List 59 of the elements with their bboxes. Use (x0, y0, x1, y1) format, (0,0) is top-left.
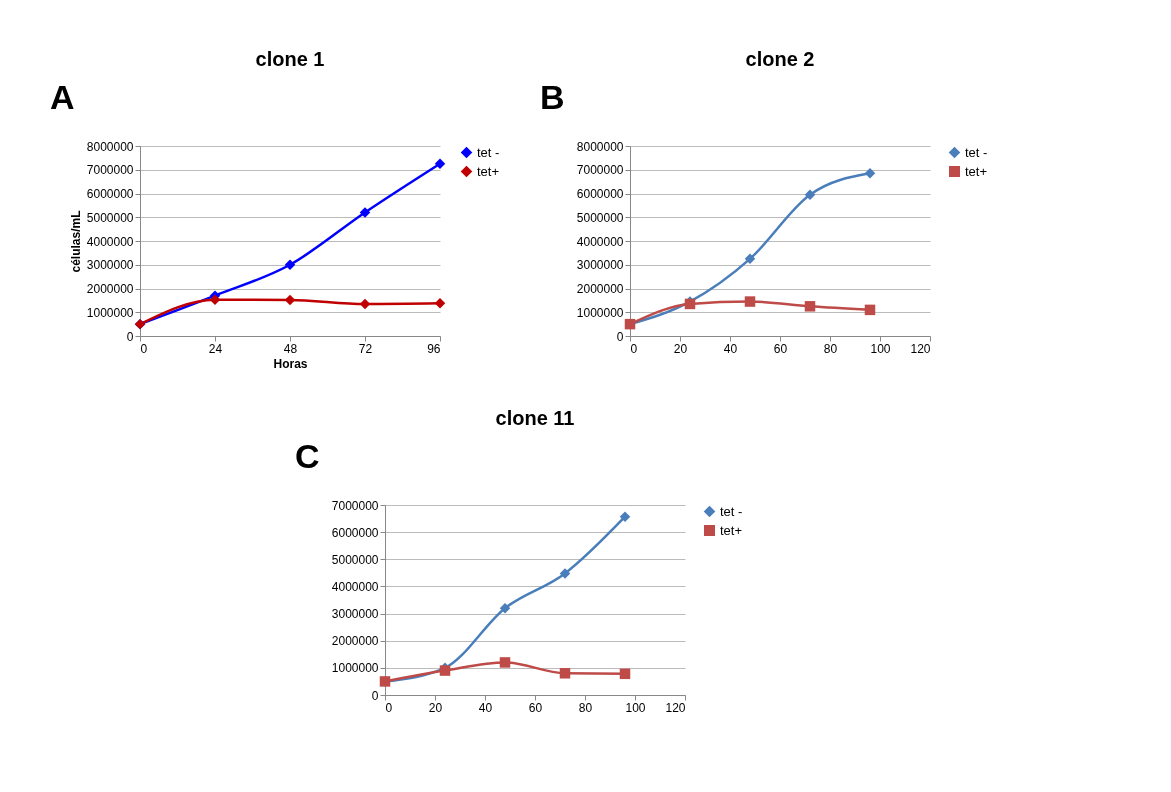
legend-label: tet - (720, 503, 743, 519)
text: C (295, 437, 320, 475)
x-tick-label: 60 (528, 700, 543, 715)
y-tick-label: 2000000 (576, 282, 624, 296)
y-axis-title: células/mL (68, 210, 83, 273)
x-tick-label: 120 (910, 341, 931, 356)
y-tick-label: 3000000 (86, 258, 134, 273)
y-tick-label: 3000000 (331, 607, 379, 622)
y-tick-label: 7000000 (576, 163, 624, 178)
y-tick-label: 0 (126, 329, 134, 344)
x-tick-label: 0 (385, 700, 393, 715)
chart-title: clone 11 (495, 407, 575, 429)
y-tick-label: 2000000 (86, 282, 134, 296)
x-tick-label: 48 (283, 341, 298, 356)
y-tick-label: 4000000 (86, 234, 134, 249)
y-tick-label: 8000000 (86, 139, 134, 154)
x-tick-label: 20 (428, 700, 443, 715)
y-tick-label: 4000000 (331, 579, 379, 594)
x-axis-title: Horas (273, 356, 308, 371)
y-tick-label: 5000000 (331, 552, 379, 567)
x-tick-label: 80 (578, 700, 593, 715)
y-tick-label: 7000000 (331, 498, 379, 513)
x-tick-label: 100 (870, 341, 891, 356)
legend-label: tet - (965, 144, 988, 160)
text: A (50, 78, 75, 116)
y-tick-label: 1000000 (576, 305, 624, 320)
legend-label: tet+ (477, 163, 500, 179)
y-tick-label: 4000000 (576, 234, 624, 249)
y-tick-label: 8000000 (576, 139, 624, 154)
y-tick-label: 6000000 (86, 187, 134, 201)
y-tick-label: 0 (371, 688, 379, 703)
x-tick-label: 120 (665, 700, 686, 715)
text: B (540, 78, 565, 116)
y-tick-label: 6000000 (576, 187, 624, 201)
y-tick-label: 1000000 (331, 661, 379, 676)
x-tick-label: 96 (427, 341, 441, 356)
x-tick-label: 40 (478, 700, 493, 715)
x-tick-label: 24 (208, 341, 223, 356)
x-tick-label: 40 (723, 341, 738, 356)
chart-title: clone 1 (255, 48, 325, 70)
y-tick-label: 3000000 (576, 258, 624, 273)
x-tick-label: 20 (673, 341, 688, 356)
chart-title: clone 2 (745, 48, 815, 70)
x-tick-label: 72 (358, 341, 373, 356)
legend-label: tet - (477, 144, 500, 160)
y-tick-label: 1000000 (86, 305, 134, 320)
y-tick-label: 6000000 (331, 525, 379, 540)
y-tick-label: 5000000 (576, 210, 624, 225)
x-tick-label: 0 (630, 341, 638, 356)
y-tick-label: 5000000 (86, 210, 134, 225)
x-tick-label: 80 (823, 341, 838, 356)
x-tick-label: 60 (773, 341, 788, 356)
y-tick-label: 0 (616, 329, 624, 344)
x-tick-label: 100 (625, 700, 646, 715)
legend-label: tet+ (965, 163, 988, 179)
x-tick-label: 0 (140, 341, 148, 356)
y-tick-label: 7000000 (86, 163, 134, 178)
y-tick-label: 2000000 (331, 634, 379, 649)
legend-label: tet+ (720, 522, 743, 538)
